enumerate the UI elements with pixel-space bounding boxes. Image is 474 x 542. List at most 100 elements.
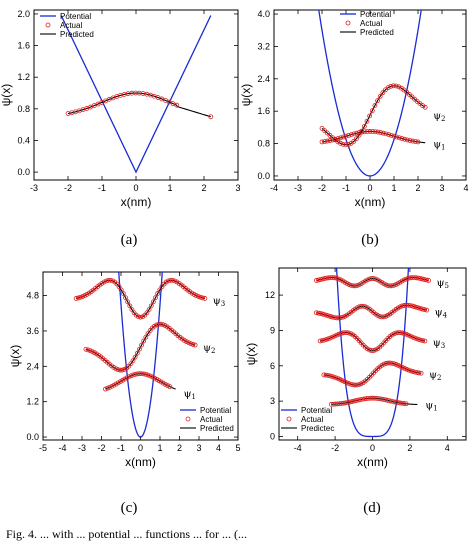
x-tick-label: 2 bbox=[201, 183, 206, 193]
actual-point bbox=[418, 370, 424, 376]
state-2 bbox=[321, 360, 424, 388]
state-2 bbox=[319, 83, 428, 148]
actual-point bbox=[119, 367, 125, 373]
y-tick-label: 4.8 bbox=[26, 291, 39, 301]
actual-point bbox=[370, 129, 376, 134]
actual-point bbox=[388, 83, 394, 89]
actual-point bbox=[414, 336, 420, 342]
actual-point bbox=[402, 136, 408, 142]
actual-point bbox=[389, 360, 395, 366]
actual-point bbox=[369, 108, 375, 114]
actual-point bbox=[401, 401, 407, 406]
actual-point bbox=[351, 131, 357, 137]
actual-point bbox=[412, 139, 418, 144]
potential-curve bbox=[335, 268, 410, 438]
actual-point bbox=[364, 118, 370, 124]
actual-point bbox=[375, 129, 381, 135]
y-axis-label: ψ(x) bbox=[244, 343, 258, 366]
actual-point bbox=[327, 373, 333, 379]
x-tick-label: 1 bbox=[167, 183, 172, 193]
actual-point bbox=[143, 372, 149, 377]
legend-label: Predicted bbox=[360, 28, 394, 37]
x-tick-label: -2 bbox=[64, 183, 72, 193]
legend-actual-swatch bbox=[345, 20, 351, 26]
actual-point bbox=[150, 299, 156, 305]
actual-point bbox=[192, 342, 198, 348]
actual-point bbox=[153, 295, 158, 301]
actual-point bbox=[324, 312, 330, 318]
actual-point bbox=[362, 129, 368, 135]
potential-curve bbox=[60, 15, 212, 174]
actual-point bbox=[371, 276, 376, 281]
actual-point bbox=[367, 129, 373, 134]
actual-point bbox=[174, 102, 180, 108]
legend-label: Actual bbox=[200, 415, 222, 424]
actual-point bbox=[323, 337, 329, 342]
actual-point bbox=[346, 381, 352, 386]
panel-a: -3 -2 -1 0 1 2 3 0.0 0.4 0.8 1.2 1.6 2.0 x(nm) ψ(x) Pot… bbox=[0, 9, 241, 248]
actual-point bbox=[393, 83, 399, 89]
actual-point bbox=[409, 94, 415, 100]
actual-point bbox=[343, 133, 349, 139]
state-label: ψ1 bbox=[433, 140, 445, 152]
y-tick-label: 3.6 bbox=[26, 326, 39, 336]
actual-point bbox=[383, 131, 389, 137]
actual-point bbox=[338, 315, 344, 321]
actual-point bbox=[416, 370, 422, 376]
actual-point bbox=[139, 371, 145, 377]
actual-point bbox=[321, 337, 327, 343]
x-axis-label: x(nm) bbox=[125, 455, 156, 469]
y-tick-label: 0.0 bbox=[26, 432, 39, 442]
panel-label: (c) bbox=[121, 500, 138, 516]
actual-point bbox=[338, 140, 343, 146]
y-tick-label: 12 bbox=[265, 290, 275, 300]
x-tick-label: -3 bbox=[294, 183, 302, 193]
actual-point bbox=[331, 374, 337, 380]
actual-point bbox=[139, 342, 144, 348]
actual-point bbox=[120, 291, 126, 296]
actual-point bbox=[200, 295, 206, 301]
legend-actual-swatch bbox=[45, 22, 51, 28]
actual-point bbox=[158, 321, 164, 327]
predicted-curve bbox=[323, 362, 422, 386]
figure-caption: Fig. 4. ... with ... potential ... funct… bbox=[6, 527, 247, 541]
predicted-curve bbox=[320, 332, 425, 352]
actual-point bbox=[424, 307, 430, 313]
actual-point bbox=[351, 138, 357, 144]
legend-label: Actual bbox=[60, 21, 82, 30]
x-tick-label: 1 bbox=[391, 183, 396, 193]
legend-label: Potential bbox=[60, 12, 91, 21]
actual-point bbox=[348, 132, 354, 138]
x-tick-label: 4 bbox=[463, 183, 468, 193]
actual-point bbox=[335, 136, 341, 141]
actual-point bbox=[346, 132, 352, 138]
actual-point bbox=[322, 312, 327, 318]
actual-point bbox=[407, 138, 413, 143]
predicted-curve bbox=[67, 92, 211, 118]
actual-point bbox=[103, 386, 108, 392]
y-tick-label: 0.0 bbox=[17, 167, 30, 177]
actual-point bbox=[346, 141, 351, 147]
panel-label: (d) bbox=[363, 500, 381, 516]
actual-point bbox=[141, 338, 147, 344]
plot-area bbox=[60, 15, 214, 174]
actual-point bbox=[188, 341, 194, 347]
actual-point bbox=[167, 384, 173, 390]
plot-area bbox=[73, 272, 208, 438]
actual-point bbox=[329, 374, 335, 379]
actual-point bbox=[381, 361, 387, 367]
actual-point bbox=[320, 311, 325, 317]
y-tick-label: 6 bbox=[270, 361, 275, 371]
actual-point bbox=[123, 295, 128, 301]
state-label: ψ2 bbox=[203, 343, 215, 355]
actual-point bbox=[128, 373, 134, 379]
actual-point bbox=[391, 361, 397, 367]
legend-label: Potential bbox=[360, 10, 391, 19]
potential-curve bbox=[118, 272, 163, 438]
actual-point bbox=[125, 299, 131, 305]
actual-point bbox=[145, 372, 151, 378]
state-1 bbox=[328, 395, 418, 407]
